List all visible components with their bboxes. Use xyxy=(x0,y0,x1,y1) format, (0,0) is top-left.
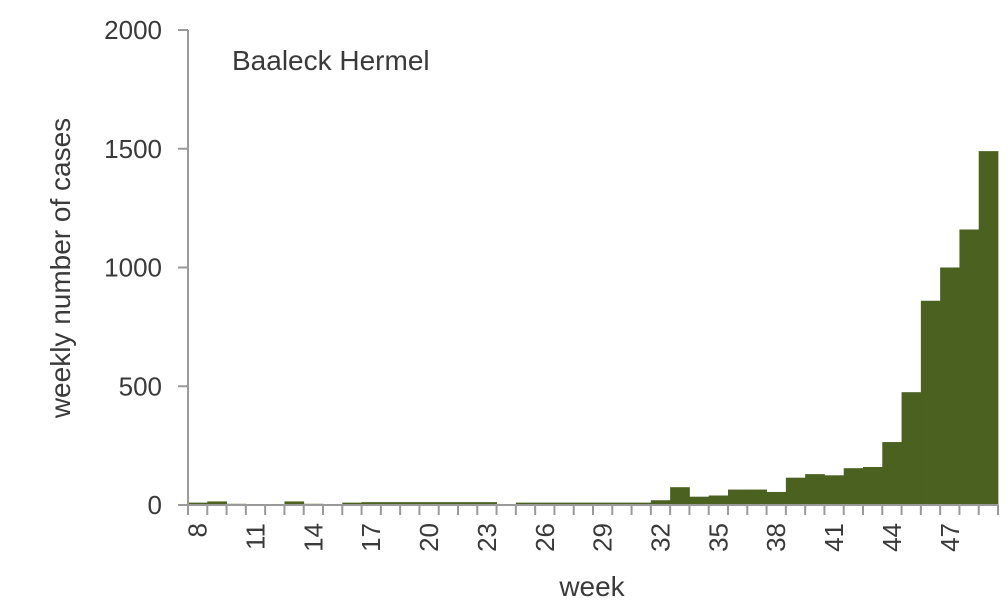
bar-week-43 xyxy=(863,467,883,505)
bar-week-26 xyxy=(535,502,555,506)
bar-week-18 xyxy=(380,502,401,505)
bar-week-31 xyxy=(631,502,652,506)
bar-week-40 xyxy=(805,474,825,506)
bar-week-20 xyxy=(419,502,440,505)
x-tick-label-17: 17 xyxy=(356,523,386,552)
bar-week-27 xyxy=(554,502,575,506)
bar-week-38 xyxy=(766,491,787,505)
bar-week-37 xyxy=(747,489,767,505)
bar-week-8 xyxy=(188,502,208,506)
bar-week-25 xyxy=(515,502,536,506)
y-axis-title: weekly number of cases xyxy=(45,118,76,419)
bar-week-21 xyxy=(438,502,459,505)
bar-week-29 xyxy=(593,502,613,506)
bar-week-48 xyxy=(959,229,980,505)
bar-week-30 xyxy=(612,502,632,506)
x-tick-label-32: 32 xyxy=(646,523,676,552)
bar-week-32 xyxy=(650,500,671,505)
bar-week-49 xyxy=(978,151,999,506)
x-ticks-group: 8 11 14 17 20 23 26 29 32 35 38 41 44 47 xyxy=(183,505,999,552)
bars-group xyxy=(188,151,999,506)
x-tick-label-41: 41 xyxy=(819,523,849,552)
bar-week-22 xyxy=(458,502,478,505)
bar-week-42 xyxy=(843,468,864,505)
x-tick-label-20: 20 xyxy=(414,523,444,552)
bar-week-28 xyxy=(573,502,594,506)
x-tick-label-29: 29 xyxy=(588,523,618,552)
y-tick-label-1500: 1500 xyxy=(104,134,162,164)
x-tick-label-8: 8 xyxy=(183,523,213,537)
y-tick-label-2000: 2000 xyxy=(104,15,162,45)
x-tick-label-14: 14 xyxy=(298,523,328,552)
bar-week-13 xyxy=(284,501,305,505)
x-tick-label-11: 11 xyxy=(241,523,271,550)
y-tick-label-0: 0 xyxy=(148,490,162,520)
bar-week-35 xyxy=(708,495,729,505)
bar-week-45 xyxy=(901,392,922,505)
x-tick-label-23: 23 xyxy=(472,523,502,552)
x-axis-title: week xyxy=(558,571,625,602)
bar-week-33 xyxy=(670,487,690,505)
bar-week-17 xyxy=(361,502,382,505)
axes-group xyxy=(187,30,998,506)
bar-week-39 xyxy=(785,477,806,505)
x-tick-label-44: 44 xyxy=(877,523,907,552)
bar-week-19 xyxy=(400,502,420,505)
bar-week-34 xyxy=(689,496,710,505)
y-tick-label-1000: 1000 xyxy=(104,253,162,283)
x-tick-label-47: 47 xyxy=(935,523,965,552)
bar-week-46 xyxy=(920,300,941,505)
bar-week-36 xyxy=(728,489,748,505)
chart-title: Baaleck Hermel xyxy=(232,45,430,76)
bar-week-9 xyxy=(207,501,227,505)
x-tick-label-35: 35 xyxy=(703,523,733,552)
bar-week-16 xyxy=(342,502,362,506)
bar-week-23 xyxy=(477,502,497,505)
y-ticks-group: 0 500 1000 1500 2000 xyxy=(104,15,188,520)
bar-week-47 xyxy=(940,267,960,505)
y-tick-label-500: 500 xyxy=(119,371,162,401)
x-tick-label-26: 26 xyxy=(530,523,560,552)
x-tick-label-38: 38 xyxy=(761,523,791,552)
bar-week-44 xyxy=(882,442,902,505)
bar-week-41 xyxy=(824,475,845,505)
